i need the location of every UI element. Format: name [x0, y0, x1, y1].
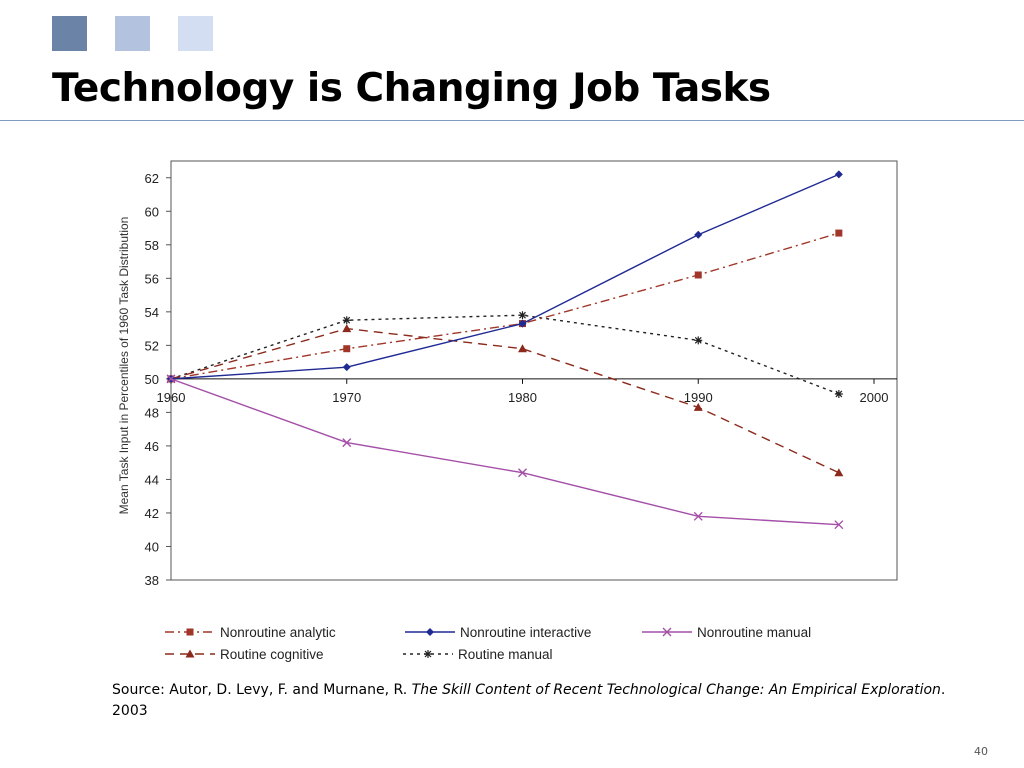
- x-tick-label: 1960: [157, 390, 186, 405]
- y-tick-label: 40: [145, 539, 159, 554]
- legend-label: Nonroutine interactive: [460, 625, 591, 640]
- series-nonroutine-interactive: [167, 170, 843, 383]
- y-tick-label: 60: [145, 204, 159, 219]
- data-point-routine-cognitive: [834, 468, 844, 477]
- y-tick-label: 44: [145, 472, 159, 487]
- title-divider: [0, 120, 1024, 121]
- y-tick-label: 58: [145, 238, 159, 253]
- data-point-nonroutine-analytic: [343, 345, 351, 353]
- y-tick-label: 38: [145, 573, 159, 588]
- data-point-routine-manual: [518, 311, 527, 320]
- data-point-nonroutine-manual: [166, 374, 176, 384]
- x-tick-label: 2000: [860, 390, 889, 405]
- data-point-routine-cognitive: [342, 324, 352, 333]
- y-tick-label: 46: [145, 439, 159, 454]
- legend-marker: [185, 649, 195, 658]
- y-axis-label: Mean Task Input in Percentiles of 1960 T…: [117, 217, 131, 515]
- series-line-nonroutine-interactive: [170, 173, 840, 380]
- y-tick-label: 62: [145, 171, 159, 186]
- series-nonroutine-analytic: [167, 229, 843, 383]
- legend-item-nonroutine-manual: Nonroutine manual: [642, 625, 811, 640]
- source-suffix: . 2003: [112, 682, 946, 719]
- data-point-routine-manual: [834, 389, 843, 398]
- series-line-nonroutine-analytic: [170, 232, 840, 380]
- y-tick-label: 50: [145, 372, 159, 387]
- legend-marker: [426, 628, 434, 636]
- legend-item-nonroutine-interactive: Nonroutine interactive: [405, 625, 591, 640]
- x-tick-label: 1970: [332, 390, 361, 405]
- data-point-nonroutine-interactive: [834, 170, 843, 179]
- legend-label: Nonroutine manual: [697, 625, 811, 640]
- series-line-nonroutine-manual: [170, 378, 839, 526]
- y-tick-label: 52: [145, 338, 159, 353]
- y-tick-label: 42: [145, 506, 159, 521]
- slide-title: Technology is Changing Job Tasks: [52, 66, 771, 111]
- data-point-nonroutine-manual: [834, 520, 844, 530]
- legend-item-nonroutine-analytic: Nonroutine analytic: [165, 625, 336, 640]
- data-point-nonroutine-interactive: [342, 363, 351, 372]
- source-prefix: Source: Autor, D. Levy, F. and Murnane, …: [112, 682, 412, 698]
- y-tick-label: 56: [145, 271, 159, 286]
- series-nonroutine-manual: [166, 374, 844, 530]
- legend-item-routine-manual: Routine manual: [403, 647, 553, 662]
- legend-label: Nonroutine analytic: [220, 625, 336, 640]
- series-routine-cognitive: [166, 324, 844, 477]
- series-line-routine-cognitive: [170, 327, 840, 474]
- data-point-nonroutine-analytic: [694, 271, 702, 279]
- data-point-routine-manual: [342, 316, 351, 325]
- source-work-title: The Skill Content of Recent Technologica…: [411, 682, 941, 698]
- plot-frame: [170, 160, 898, 581]
- series-line-routine-manual: [170, 314, 840, 395]
- data-point-nonroutine-analytic: [835, 229, 843, 237]
- decor-square-mid: [115, 16, 150, 51]
- decor-square-dark: [52, 16, 87, 51]
- y-tick-label: 54: [145, 305, 159, 320]
- data-point-routine-manual: [694, 336, 703, 345]
- data-point-nonroutine-manual: [693, 511, 703, 521]
- data-point-nonroutine-manual: [342, 438, 352, 448]
- legend-marker: [424, 650, 432, 658]
- legend-marker: [186, 628, 194, 636]
- data-point-nonroutine-interactive: [518, 319, 527, 328]
- x-tick-label: 1980: [508, 390, 537, 405]
- source-citation: Source: Autor, D. Levy, F. and Murnane, …: [112, 680, 972, 722]
- y-tick-label: 48: [145, 405, 159, 420]
- data-point-routine-cognitive: [693, 402, 703, 411]
- page-number: 40: [974, 745, 988, 758]
- data-point-nonroutine-interactive: [694, 230, 703, 239]
- legend-label: Routine manual: [458, 647, 553, 662]
- data-point-nonroutine-manual: [518, 468, 527, 478]
- data-point-routine-cognitive: [518, 344, 527, 353]
- legend-marker: [662, 627, 672, 637]
- legend-label: Routine cognitive: [220, 647, 324, 662]
- legend-item-routine-cognitive: Routine cognitive: [165, 647, 324, 662]
- x-tick-label: 1990: [684, 390, 713, 405]
- decor-square-light: [178, 16, 213, 51]
- series-routine-manual: [167, 311, 843, 398]
